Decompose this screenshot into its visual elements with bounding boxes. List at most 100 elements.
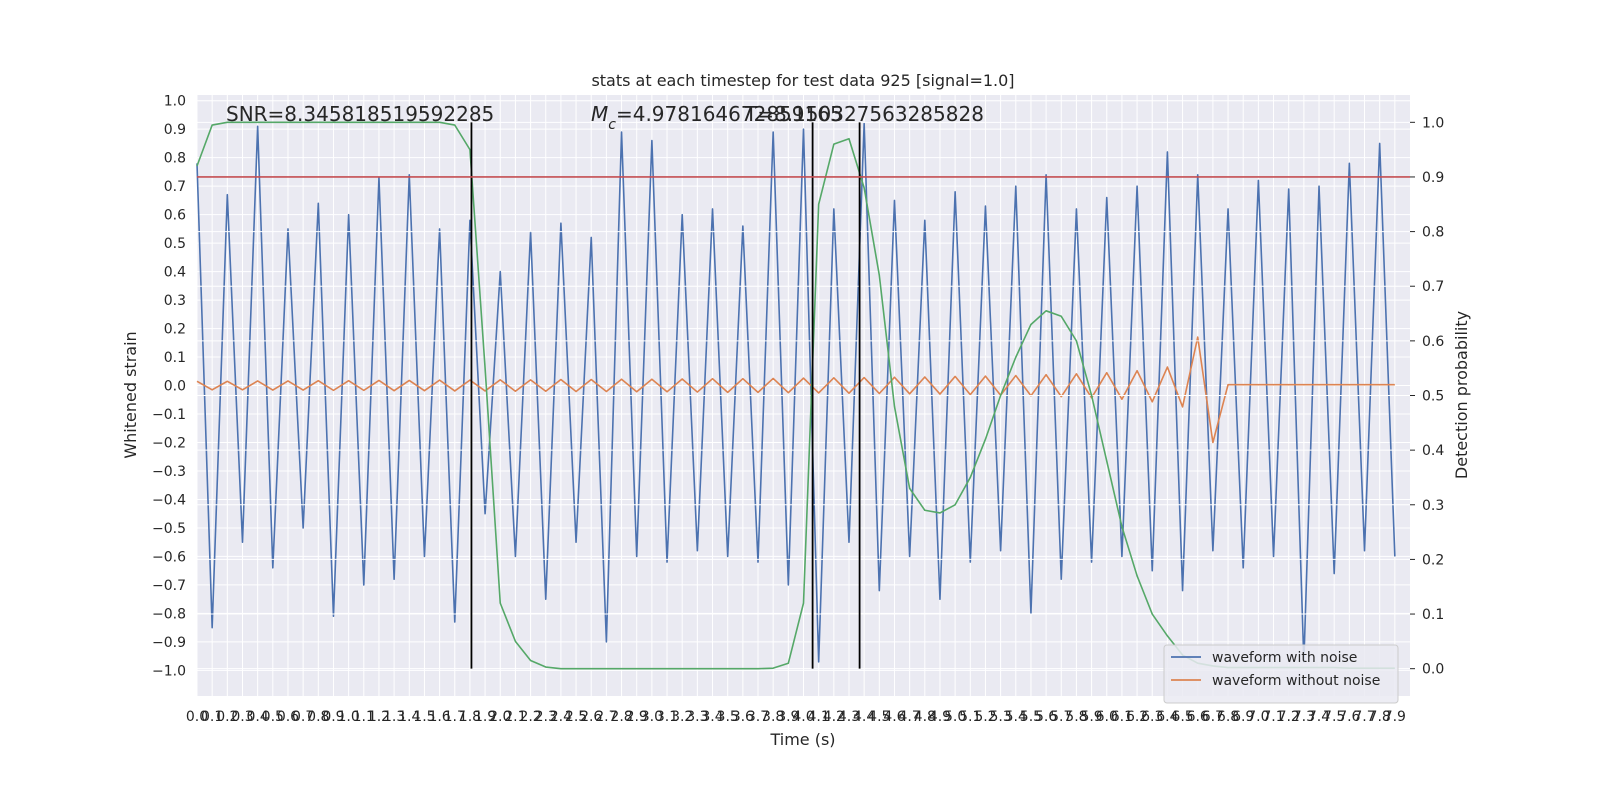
- x-tick-label: 3.4: [701, 709, 723, 725]
- x-tick-label: 0.0: [186, 709, 208, 725]
- x-tick-label: 2.1: [504, 709, 526, 725]
- x-tick-label: 6.8: [1217, 709, 1239, 725]
- x-tick-label: 6.5: [1171, 709, 1193, 725]
- x-tick-label: 5.5: [1020, 709, 1042, 725]
- x-tick-label: 2.3: [535, 709, 557, 725]
- legend: waveform with noise waveform without nois…: [1163, 644, 1399, 704]
- x-tick-label: 0.9: [322, 709, 344, 725]
- x-tick-label: 4.7: [899, 709, 921, 725]
- x-tick-label: 0.1: [201, 709, 223, 725]
- x-tick-label: 7.0: [1247, 709, 1269, 725]
- y-tick-label: 0.6: [164, 208, 186, 224]
- annotation: SNR=8.345818519592285: [226, 102, 494, 126]
- y2-tick-label: 0.4: [1422, 443, 1444, 459]
- x-tick-label: 0.3: [231, 709, 253, 725]
- y2-tick-label: 0.7: [1422, 279, 1444, 295]
- x-tick-label: 5.7: [1050, 709, 1072, 725]
- x-tick-label: 2.5: [565, 709, 587, 725]
- series-line: [196, 336, 1395, 444]
- y-tick-label: −1.0: [152, 663, 186, 679]
- y-tick-label: −0.5: [152, 521, 186, 537]
- x-tick-label: 1.0: [337, 709, 359, 725]
- y2-tick-label: 0.3: [1422, 498, 1444, 514]
- x-tick-label: 7.7: [1353, 709, 1375, 725]
- x-tick-label: 1.8: [459, 709, 481, 725]
- x-tick-label: 7.2: [1278, 709, 1300, 725]
- x-tick-label: 5.6: [1035, 709, 1057, 725]
- y-tick-label: 0.3: [164, 293, 186, 309]
- x-tick-label: 7.1: [1262, 709, 1284, 725]
- y-tick-label: 0.4: [164, 265, 186, 281]
- x-tick-label: 5.3: [989, 709, 1011, 725]
- x-tick-label: 6.6: [1187, 709, 1209, 725]
- x-tick-label: 6.4: [1156, 709, 1178, 725]
- x-tick-label: 4.4: [853, 709, 875, 725]
- x-tick-label: 3.9: [777, 709, 799, 725]
- x-tick-label: 1.5: [413, 709, 435, 725]
- x-tick-label: 0.2: [216, 709, 238, 725]
- x-tick-label: 5.2: [974, 709, 996, 725]
- x-tick-label: 3.1: [656, 709, 678, 725]
- y2-tick-label: 0.2: [1422, 552, 1444, 568]
- x-tick-label: 2.8: [610, 709, 632, 725]
- x-tick-label: 1.4: [398, 709, 420, 725]
- x-tick-label: 0.5: [262, 709, 284, 725]
- x-tick-label: 1.2: [368, 709, 390, 725]
- x-tick-label: 3.8: [762, 709, 784, 725]
- x-tick-label: 6.3: [1141, 709, 1163, 725]
- y-tick-label: −0.1: [152, 407, 186, 423]
- y-axis-label: Whitened strain: [121, 331, 140, 458]
- y2-axis-label: Detection probability: [1452, 311, 1471, 479]
- x-tick-label: 6.0: [1096, 709, 1118, 725]
- x-tick-label: 6.9: [1232, 709, 1254, 725]
- y2-tick-label: 0.0: [1422, 662, 1444, 678]
- legend-box: [1163, 644, 1399, 704]
- x-tick-label: 1.9: [474, 709, 496, 725]
- x-tick-label: 3.3: [686, 709, 708, 725]
- y-tick-label: 0.9: [164, 122, 186, 138]
- x-tick-label: 4.5: [868, 709, 890, 725]
- x-tick-label: 3.2: [671, 709, 693, 725]
- x-tick-label: 3.7: [747, 709, 769, 725]
- x-tick-label: 2.0: [489, 709, 511, 725]
- x-tick-label: 7.4: [1308, 709, 1330, 725]
- annotation: Mc=4.978164672859165: [591, 102, 843, 133]
- x-axis-label: Time (s): [769, 730, 835, 749]
- y2-tick-label: 0.9: [1422, 170, 1444, 186]
- y-tick-label: 0.0: [164, 379, 186, 395]
- x-tick-label: 1.6: [428, 709, 450, 725]
- data: [196, 122, 1396, 663]
- annotation-subscript: c: [608, 117, 616, 133]
- x-tick-label: 4.6: [883, 709, 905, 725]
- y-tick-label: 1.0: [164, 94, 186, 110]
- x-tick-label: 7.9: [1384, 709, 1406, 725]
- x-tick-label: 7.5: [1323, 709, 1345, 725]
- x-tick-label: 1.7: [444, 709, 466, 725]
- x-tick-label: 0.4: [247, 709, 269, 725]
- x-tick-label: 1.3: [383, 709, 405, 725]
- y-tick-label: −0.7: [152, 578, 186, 594]
- legend-label: waveform without noise: [1212, 673, 1380, 689]
- x-tick-label: 4.8: [914, 709, 936, 725]
- series-line: [196, 122, 1396, 663]
- y2-tick-label: 1.0: [1422, 115, 1444, 131]
- x-tick-label: 6.2: [1126, 709, 1148, 725]
- x-tick-label: 2.4: [550, 709, 572, 725]
- x-tick-label: 7.6: [1338, 709, 1360, 725]
- x-tick-label: 3.6: [732, 709, 754, 725]
- y-tick-label: 0.5: [164, 236, 186, 252]
- x-tick-label: 0.8: [307, 709, 329, 725]
- x-tick-label: 2.7: [595, 709, 617, 725]
- x-tick-label: 4.0: [792, 709, 814, 725]
- y-tick-label: 0.1: [164, 350, 186, 366]
- x-tick-label: 5.1: [959, 709, 981, 725]
- x-tick-label: 2.2: [519, 709, 541, 725]
- x-tick-label: 2.9: [626, 709, 648, 725]
- y2-tick-label: 0.1: [1422, 607, 1444, 623]
- x-tick-label: 5.0: [944, 709, 966, 725]
- x-tick-label: 4.2: [823, 709, 845, 725]
- x-tick-label: 1.1: [353, 709, 375, 725]
- chart-title: stats at each timestep for test data 925…: [591, 71, 1014, 90]
- y-tick-label: −0.6: [152, 549, 186, 565]
